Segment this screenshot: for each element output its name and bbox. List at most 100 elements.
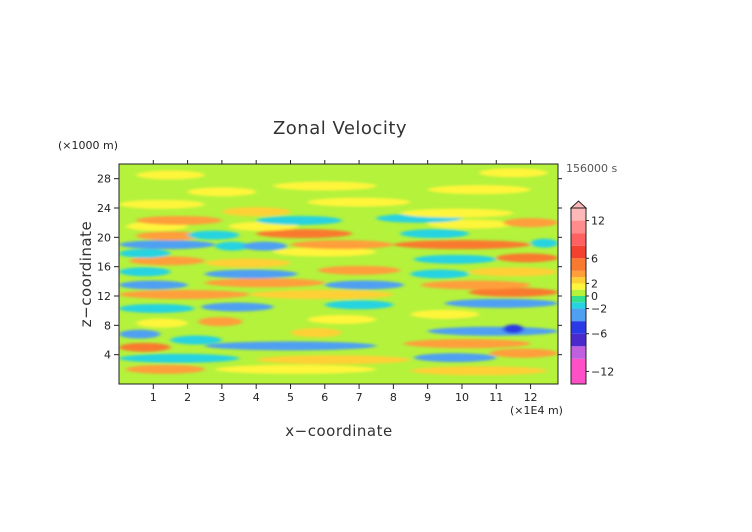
colorbar-level xyxy=(571,245,586,259)
colorbar-level xyxy=(571,283,586,290)
colorbar-level xyxy=(571,258,586,271)
field-band xyxy=(136,231,205,241)
field-band xyxy=(400,208,514,218)
y-axis-title: z−coordinate xyxy=(77,221,95,327)
colorbar-level xyxy=(571,289,586,296)
field-band xyxy=(290,240,394,250)
field-band xyxy=(170,335,222,345)
colorbar-tick-label: 0 xyxy=(591,290,598,303)
field-band xyxy=(136,215,222,225)
field-band xyxy=(249,290,394,300)
field-band xyxy=(324,280,404,290)
field-band xyxy=(119,342,171,352)
field-band xyxy=(136,318,188,328)
x-tick-label: 7 xyxy=(356,391,363,404)
field-band xyxy=(496,253,558,263)
field-band xyxy=(479,168,548,178)
y-tick-label: 16 xyxy=(97,261,111,274)
y-tick-label: 24 xyxy=(97,202,111,215)
field-band xyxy=(119,303,195,313)
field-band xyxy=(119,353,240,363)
field-band xyxy=(256,229,353,239)
field-band xyxy=(187,230,240,240)
field-band xyxy=(221,207,291,217)
colorbar-tick-label: 6 xyxy=(591,252,598,265)
colorbar-tick-label: 12 xyxy=(591,215,605,228)
x-tick-label: 4 xyxy=(253,391,260,404)
field-band xyxy=(317,265,401,275)
field-band xyxy=(119,329,161,339)
field-band xyxy=(201,302,274,312)
chart-title: Zonal Velocity xyxy=(273,118,407,139)
field-band xyxy=(119,280,188,290)
field-band xyxy=(256,215,342,225)
field-band xyxy=(242,241,288,251)
field-band xyxy=(256,355,411,365)
field-band xyxy=(468,287,558,297)
field-band xyxy=(215,241,250,251)
field-band xyxy=(307,314,377,324)
field-band xyxy=(215,364,377,374)
x-tick-label: 8 xyxy=(390,391,397,404)
colorbar-level xyxy=(571,296,586,303)
field-band xyxy=(400,229,469,239)
field-band xyxy=(489,348,558,358)
field-band xyxy=(119,248,171,258)
x-axis-title: x−coordinate xyxy=(285,422,392,440)
field-band xyxy=(204,278,325,288)
field-band xyxy=(119,199,205,209)
field-band xyxy=(204,258,291,268)
field-band xyxy=(503,218,558,228)
colorbar-level xyxy=(571,302,586,309)
velocity-field xyxy=(119,164,558,384)
colorbar-tick-label: −12 xyxy=(591,365,614,378)
field-band xyxy=(427,219,514,229)
x-tick-label: 3 xyxy=(218,391,225,404)
field-band xyxy=(324,300,394,310)
x-tick-label: 6 xyxy=(321,391,328,404)
field-band xyxy=(273,181,377,191)
field-band xyxy=(119,267,171,277)
x-tick-label: 11 xyxy=(489,391,503,404)
y-tick-label: 28 xyxy=(97,173,111,186)
y-tick-label: 12 xyxy=(97,290,111,303)
x-tick-label: 12 xyxy=(524,391,538,404)
colorbar-extend-arrow xyxy=(569,200,588,209)
colorbar-tick-label: −2 xyxy=(591,303,607,316)
field-band xyxy=(427,185,531,195)
x-tick-label: 5 xyxy=(287,391,294,404)
colorbar-level xyxy=(571,358,586,384)
field-band xyxy=(119,240,216,250)
x-axis: 1 2 3 4 5 6 7 8 9 10 11 12 xyxy=(150,160,538,404)
y-tick-label: 8 xyxy=(104,319,111,332)
field-band xyxy=(410,309,480,319)
field-band xyxy=(427,326,558,336)
x-tick-label: 10 xyxy=(455,391,469,404)
y-tick-label: 20 xyxy=(97,231,111,244)
field-band xyxy=(410,366,548,376)
colorbar-level xyxy=(571,277,586,284)
field-band xyxy=(273,247,377,257)
colorbar-level xyxy=(571,346,586,359)
field-band xyxy=(307,197,411,207)
x-tick-label: 1 xyxy=(150,391,157,404)
y-units-label: (×1000 m) xyxy=(58,139,118,152)
plot-frame xyxy=(118,163,559,385)
x-tick-label: 2 xyxy=(184,391,191,404)
field-band xyxy=(204,269,298,279)
colorbar-tick-label: −6 xyxy=(591,328,607,341)
field-band xyxy=(530,238,558,248)
y-tick-label: 4 xyxy=(104,349,111,362)
colorbar-level xyxy=(571,333,586,347)
colorbar-tick-label: 2 xyxy=(591,277,598,290)
field-band xyxy=(204,341,377,351)
field-band xyxy=(129,256,205,266)
colorbar-level xyxy=(571,308,586,322)
field-band xyxy=(187,187,257,197)
field-band xyxy=(125,364,205,374)
colorbar: 12 6 20−2 −6 −12 xyxy=(569,200,614,385)
colorbar-level xyxy=(571,220,586,234)
y-axis: 4 8 12 16 20 24 28 xyxy=(97,173,562,362)
field-band xyxy=(136,170,205,180)
colorbar-level xyxy=(571,270,586,278)
